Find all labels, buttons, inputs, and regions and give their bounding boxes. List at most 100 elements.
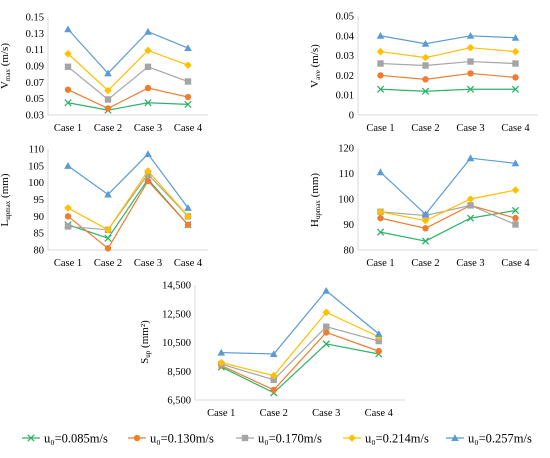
x-tick-label: Case 3 bbox=[456, 258, 484, 269]
data-point bbox=[377, 60, 384, 67]
x-tick-label: Case 2 bbox=[411, 123, 439, 134]
series-line-1 bbox=[220, 343, 379, 394]
legend-label: u₀=0.214m/s bbox=[365, 432, 429, 446]
series-line-3 bbox=[380, 204, 516, 226]
data-point bbox=[64, 99, 72, 107]
x-tick-label: Case 4 bbox=[501, 123, 530, 134]
y-axis-label: Hupmax (mm) bbox=[309, 173, 322, 228]
x-tick-label: Case 4 bbox=[174, 258, 203, 269]
y-tick-label: 80 bbox=[344, 246, 355, 257]
series-line-2 bbox=[380, 72, 516, 80]
data-point bbox=[376, 85, 385, 93]
y-tick-label: 110 bbox=[339, 169, 354, 180]
data-point bbox=[184, 212, 192, 221]
data-point bbox=[64, 86, 72, 93]
y-axis-label-main: V bbox=[0, 81, 11, 89]
data-point bbox=[422, 62, 429, 69]
legend-marker-stroke-b bbox=[27, 434, 35, 442]
data-point bbox=[217, 348, 226, 356]
data-point bbox=[421, 39, 430, 47]
legend-label: u₀=0.170m/s bbox=[258, 432, 322, 446]
data-point-stroke-b bbox=[104, 234, 112, 242]
y-tick-label: 85 bbox=[34, 229, 45, 240]
data-point bbox=[376, 228, 385, 236]
data-point bbox=[184, 221, 192, 228]
data-point bbox=[322, 340, 330, 348]
y-axis-label-unit: (mm²) bbox=[139, 320, 151, 351]
data-point-stroke-b bbox=[322, 340, 330, 348]
data-point bbox=[64, 162, 72, 169]
data-point bbox=[144, 99, 152, 107]
data-point bbox=[377, 72, 384, 79]
data-point-stroke-b bbox=[421, 87, 430, 95]
data-point-stroke-b bbox=[376, 85, 385, 93]
data-point bbox=[421, 87, 430, 95]
legend-marker bbox=[133, 434, 141, 442]
y-tick-label: 0.09 bbox=[26, 62, 44, 73]
y-tick-label: 0.01 bbox=[336, 91, 354, 102]
legend-marker bbox=[27, 434, 35, 442]
x-tick-label: Case 3 bbox=[456, 123, 484, 134]
y-tick-label: 110 bbox=[29, 145, 44, 156]
legend-label: u₀=0.257m/s bbox=[468, 432, 532, 446]
y-tick-label: 10,500 bbox=[162, 338, 191, 349]
legend-marker bbox=[348, 434, 356, 442]
data-point bbox=[467, 70, 474, 77]
data-point bbox=[421, 216, 430, 225]
data-point bbox=[184, 78, 192, 85]
y-tick-label: 14,500 bbox=[162, 281, 191, 292]
data-point-stroke-b bbox=[376, 228, 385, 236]
data-point bbox=[511, 33, 520, 41]
data-point bbox=[374, 330, 383, 337]
x-tick-label: Case 2 bbox=[411, 258, 439, 269]
data-point bbox=[421, 53, 430, 62]
y-axis-label-unit: (mm) bbox=[0, 173, 11, 201]
data-point bbox=[144, 84, 152, 92]
y-axis-label-unit: (mm) bbox=[309, 173, 321, 201]
data-point bbox=[104, 226, 112, 234]
data-point bbox=[466, 154, 475, 162]
data-point bbox=[144, 46, 152, 55]
data-point bbox=[104, 69, 112, 77]
y-axis-label-subscript: max bbox=[4, 68, 12, 81]
x-tick-label: Case 2 bbox=[94, 123, 122, 134]
data-point bbox=[104, 245, 112, 252]
data-point bbox=[512, 74, 519, 81]
data-point bbox=[64, 49, 72, 58]
x-tick-label: Case 4 bbox=[501, 258, 530, 269]
data-point bbox=[511, 47, 520, 56]
data-point-stroke-b bbox=[511, 206, 520, 215]
data-point bbox=[144, 167, 152, 175]
series-line-4 bbox=[380, 47, 516, 59]
y-axis-label: Vmax (m/s) bbox=[0, 43, 12, 89]
y-tick-label: 0.03 bbox=[26, 111, 44, 122]
x-tick-label: Case 1 bbox=[366, 123, 394, 134]
data-point bbox=[512, 221, 519, 228]
chart-2: 0 0.01 0.02 0.03 0.04 0.05 Case 1 Case 2 Case 3 C… bbox=[309, 12, 538, 134]
series-line-1 bbox=[380, 209, 516, 242]
y-tick-label: 0.13 bbox=[26, 29, 44, 40]
data-point bbox=[269, 350, 278, 357]
data-point bbox=[422, 225, 429, 232]
chart-4: 80 90 100 110 120 Case 1 Case 2 Case 3 Case 4 Hup… bbox=[309, 144, 538, 269]
data-point bbox=[104, 105, 112, 112]
data-point bbox=[466, 32, 475, 39]
y-tick-label: 0.11 bbox=[26, 45, 44, 56]
y-tick-label: 0.03 bbox=[336, 51, 354, 62]
y-tick-label: 0.15 bbox=[26, 13, 44, 24]
data-point bbox=[269, 371, 278, 380]
series-line-4 bbox=[380, 189, 516, 222]
y-tick-label: 100 bbox=[338, 195, 354, 206]
data-point-stroke-b bbox=[466, 214, 475, 222]
x-tick-label: Case 2 bbox=[260, 408, 288, 419]
x-tick-label: Case 1 bbox=[54, 258, 82, 269]
y-tick-label: 8,500 bbox=[167, 367, 191, 378]
data-point bbox=[104, 190, 112, 198]
data-point-stroke-b bbox=[466, 85, 475, 93]
y-tick-label: 0.05 bbox=[336, 12, 354, 23]
series-line-2 bbox=[67, 87, 189, 110]
data-point bbox=[184, 93, 192, 101]
series-line-1 bbox=[380, 88, 516, 92]
legend-item: u₀=0.170m/s bbox=[236, 432, 322, 446]
